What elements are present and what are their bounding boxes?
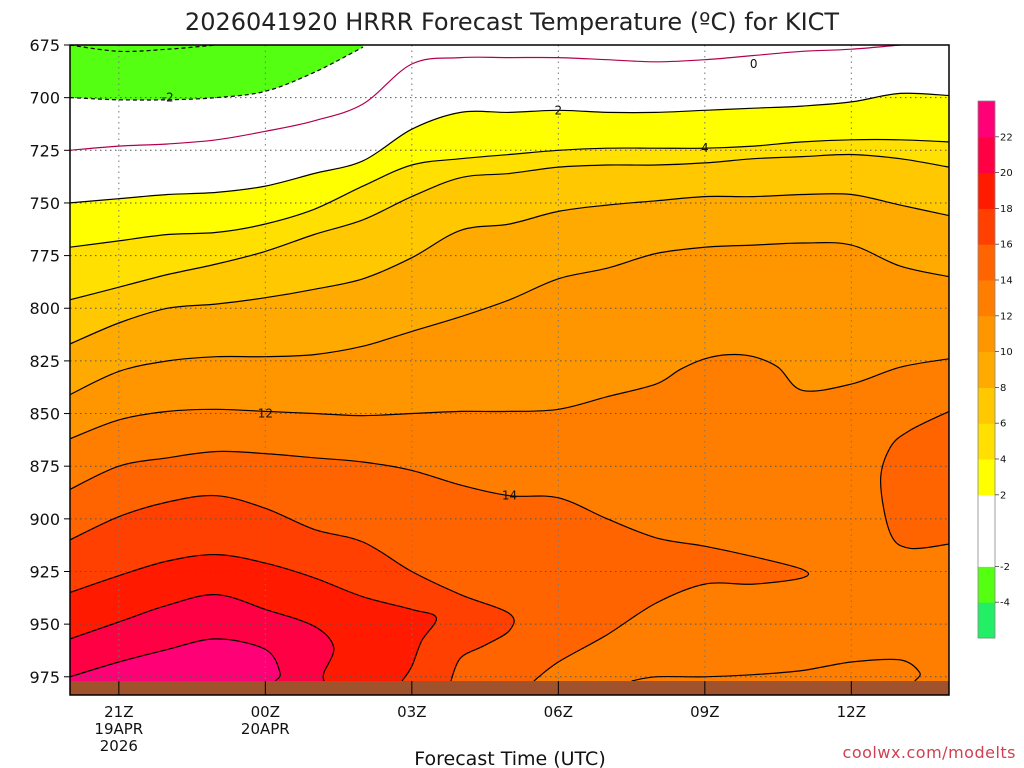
temperature-fill bbox=[70, 45, 949, 681]
fill-band-13 bbox=[631, 659, 949, 681]
contour-12-8 bbox=[70, 353, 949, 440]
ytick-label-875: 875 bbox=[29, 457, 60, 476]
xtick-label-9-0: 06Z bbox=[544, 703, 573, 721]
colorbar-label-2: 2 bbox=[1000, 490, 1006, 501]
contour-8-6 bbox=[70, 193, 949, 345]
colorbar-label-14: 14 bbox=[1000, 276, 1013, 287]
ytick-label-825: 825 bbox=[29, 352, 60, 371]
pressure-axis: 675 700 725 750 775 800 825 850 875 900 925 950 975 bbox=[29, 36, 70, 687]
contour-20-14 bbox=[70, 594, 335, 681]
x-axis-label: Forecast Time (UTC) bbox=[414, 748, 605, 768]
colorbar-swatch--2 bbox=[978, 530, 995, 567]
colorbar-label-20: 20 bbox=[1000, 168, 1013, 179]
contour-2-3 bbox=[70, 92, 949, 204]
colorbar-swatch-0 bbox=[978, 494, 995, 532]
ytick-label-975: 975 bbox=[29, 668, 60, 687]
plot-frame bbox=[69, 44, 950, 696]
colorbar-frame bbox=[977, 100, 996, 639]
ytick-label-950: 950 bbox=[29, 615, 60, 634]
colorbar-swatch-12 bbox=[978, 280, 995, 317]
colorbar-swatch--4 bbox=[978, 566, 995, 603]
xtick-label-0-0: 21Z bbox=[104, 703, 133, 721]
chart-title: 2026041920 HRRR Forecast Temperature (ºC… bbox=[185, 8, 839, 36]
xtick-label-3-1: 20APR bbox=[241, 720, 290, 738]
contour-6-5 bbox=[70, 153, 949, 301]
ytick-label-850: 850 bbox=[29, 405, 60, 424]
colorbar-swatch-16 bbox=[978, 208, 995, 245]
contour--2-0 bbox=[70, 46, 364, 101]
xtick-label-6-0: 03Z bbox=[397, 703, 426, 721]
contour-14-10 bbox=[879, 410, 949, 550]
ytick-label-750: 750 bbox=[29, 194, 60, 213]
contour-16-12 bbox=[70, 494, 515, 681]
ytick-label-775: 775 bbox=[29, 247, 60, 266]
xtick-label-15-0: 12Z bbox=[837, 703, 866, 721]
colorbar-label--2: -2 bbox=[1000, 562, 1010, 573]
colorbar-swatch-20 bbox=[978, 136, 995, 174]
colorbar-label-6: 6 bbox=[1000, 419, 1006, 430]
ytick-label-675: 675 bbox=[29, 36, 60, 55]
colorbar-label--4: -4 bbox=[1000, 598, 1010, 609]
ytick-label-925: 925 bbox=[29, 562, 60, 581]
colorbar-label-18: 18 bbox=[1000, 204, 1013, 215]
contour-18-13 bbox=[70, 553, 437, 681]
xtick-label-12-0: 09Z bbox=[690, 703, 719, 721]
fill-band-15 bbox=[880, 411, 949, 549]
colorbar-label-12: 12 bbox=[1000, 311, 1013, 322]
colorbar-label-22: 22 bbox=[1000, 132, 1013, 143]
credit-text[interactable]: coolwx.com/modelts bbox=[843, 743, 1016, 762]
colorbar-swatch-6 bbox=[978, 387, 995, 424]
xtick-label-0-1: 19APR bbox=[94, 720, 143, 738]
contour-label-14: 14 bbox=[502, 489, 517, 503]
fill-band--3 bbox=[70, 45, 363, 101]
ytick-label-900: 900 bbox=[29, 510, 60, 529]
contour-14-11 bbox=[631, 658, 921, 681]
colorbar-label-10: 10 bbox=[1000, 347, 1013, 358]
colorbar-swatch-8 bbox=[978, 351, 995, 388]
colorbar-swatch-18 bbox=[978, 172, 995, 209]
ground-surface-bar bbox=[70, 681, 949, 695]
xtick-label-0-2: 2026 bbox=[100, 737, 138, 755]
colorbar-swatch-10 bbox=[978, 315, 995, 353]
colorbar-swatch-2 bbox=[978, 459, 995, 496]
colorbar-swatch-22 bbox=[978, 101, 995, 138]
grid-lines bbox=[70, 45, 949, 681]
contour-22-15 bbox=[70, 638, 281, 681]
xtick-label-3-0: 00Z bbox=[251, 703, 280, 721]
contour-label-2: 2 bbox=[555, 103, 563, 117]
contour-label--2: -2 bbox=[162, 91, 174, 105]
colorbar-label-16: 16 bbox=[1000, 240, 1013, 251]
temperature-contours: -2 0 2 4 12 14 bbox=[70, 45, 949, 681]
colorbar: -4 -2 2 4 6 8 10 12 14 16 18 20 22 bbox=[977, 100, 1013, 639]
contour-label-4: 4 bbox=[701, 141, 709, 155]
colorbar-swatch-14 bbox=[978, 244, 995, 281]
fill-band-23 bbox=[70, 638, 281, 681]
contour-4-4 bbox=[70, 138, 949, 248]
contour-0-2 bbox=[70, 45, 908, 151]
contour-label-12: 12 bbox=[258, 407, 273, 421]
ytick-label-800: 800 bbox=[29, 299, 60, 318]
ytick-label-725: 725 bbox=[29, 141, 60, 160]
colorbar-label-8: 8 bbox=[1000, 383, 1006, 394]
ytick-label-700: 700 bbox=[29, 89, 60, 108]
contour-14-9 bbox=[70, 450, 810, 681]
contour-10-7 bbox=[70, 241, 949, 396]
colorbar-swatch--6 bbox=[978, 602, 995, 639]
contour-label-0: 0 bbox=[750, 57, 758, 71]
contour--2-1 bbox=[70, 45, 217, 53]
colorbar-label-4: 4 bbox=[1000, 455, 1006, 466]
colorbar-swatch-4 bbox=[978, 423, 995, 460]
